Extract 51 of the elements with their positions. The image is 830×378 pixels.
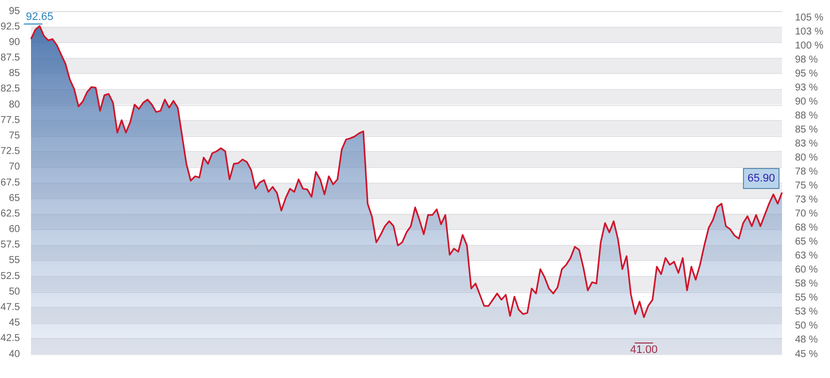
y-tick-label: 80 [8, 99, 20, 110]
y-tick-label: 67.5 [0, 177, 20, 188]
y2-tick-label: 93 % [795, 82, 818, 94]
y2-tick-label: 80 % [795, 152, 818, 164]
y-tick-label: 72.5 [0, 146, 20, 158]
annotation: 41.00 [630, 344, 658, 356]
y-tick-label: 90 [8, 36, 20, 48]
y2-tick-label: 48 % [795, 334, 818, 346]
y-tick-label: 85 [8, 68, 20, 80]
annotation: 65.90 [747, 172, 775, 185]
y-tick-label: 47.5 [0, 302, 20, 313]
y2-tick-label: 95 % [795, 68, 818, 80]
y-tick-label: 40 [8, 348, 20, 360]
y2-tick-label: 90 % [795, 96, 818, 108]
y2-tick-label: 88 % [795, 110, 818, 122]
y-tick-label: 60 [8, 224, 20, 236]
y2-tick-label: 100 % [795, 40, 824, 52]
y2-tick-label: 105 % [795, 12, 824, 24]
y2-tick-label: 55 % [795, 292, 818, 304]
y-tick-label: 65 [8, 192, 20, 204]
y-tick-label: 77.5 [0, 114, 20, 126]
y-tick-label: 52.5 [0, 270, 20, 282]
y-tick-label: 50 [8, 286, 20, 298]
y2-tick-label: 78 % [795, 166, 818, 178]
y2-tick-label: 50 % [795, 320, 818, 332]
y2-tick-label: 53 % [795, 306, 818, 318]
y-tick-label: 87.5 [0, 52, 20, 64]
y-tick-label: 55 [8, 255, 20, 266]
y2-tick-label: 83 % [795, 138, 818, 150]
y2-tick-label: 75 % [795, 180, 818, 192]
y2-tick-label: 60 % [795, 264, 818, 276]
y-tick-label: 82.5 [0, 84, 20, 95]
y2-tick-label: 45 % [795, 348, 818, 360]
y-tick-label: 45 [8, 318, 20, 329]
y2-tick-label: 63 % [795, 250, 818, 262]
y2-tick-label: 73 % [795, 194, 818, 206]
y-tick-label: 57.5 [0, 240, 20, 251]
y2-tick-label: 85 % [795, 124, 818, 136]
y-tick-label: 92.5 [0, 21, 20, 32]
y2-tick-label: 68 % [795, 222, 818, 234]
y2-tick-label: 65 % [795, 236, 818, 248]
y2-tick-label: 98 % [795, 54, 818, 66]
y2-tick-label: 103 % [795, 26, 824, 38]
y2-tick-label: 70 % [795, 208, 818, 220]
y-tick-label: 70 [8, 162, 20, 173]
annotation: 92.65 [26, 11, 54, 23]
y-tick-label: 62.5 [0, 208, 20, 220]
y2-tick-label: 58 % [795, 278, 818, 290]
y-tick-label: 42.5 [0, 333, 20, 344]
y-tick-label: 95 [8, 6, 20, 17]
y-tick-label: 75 [8, 130, 20, 142]
